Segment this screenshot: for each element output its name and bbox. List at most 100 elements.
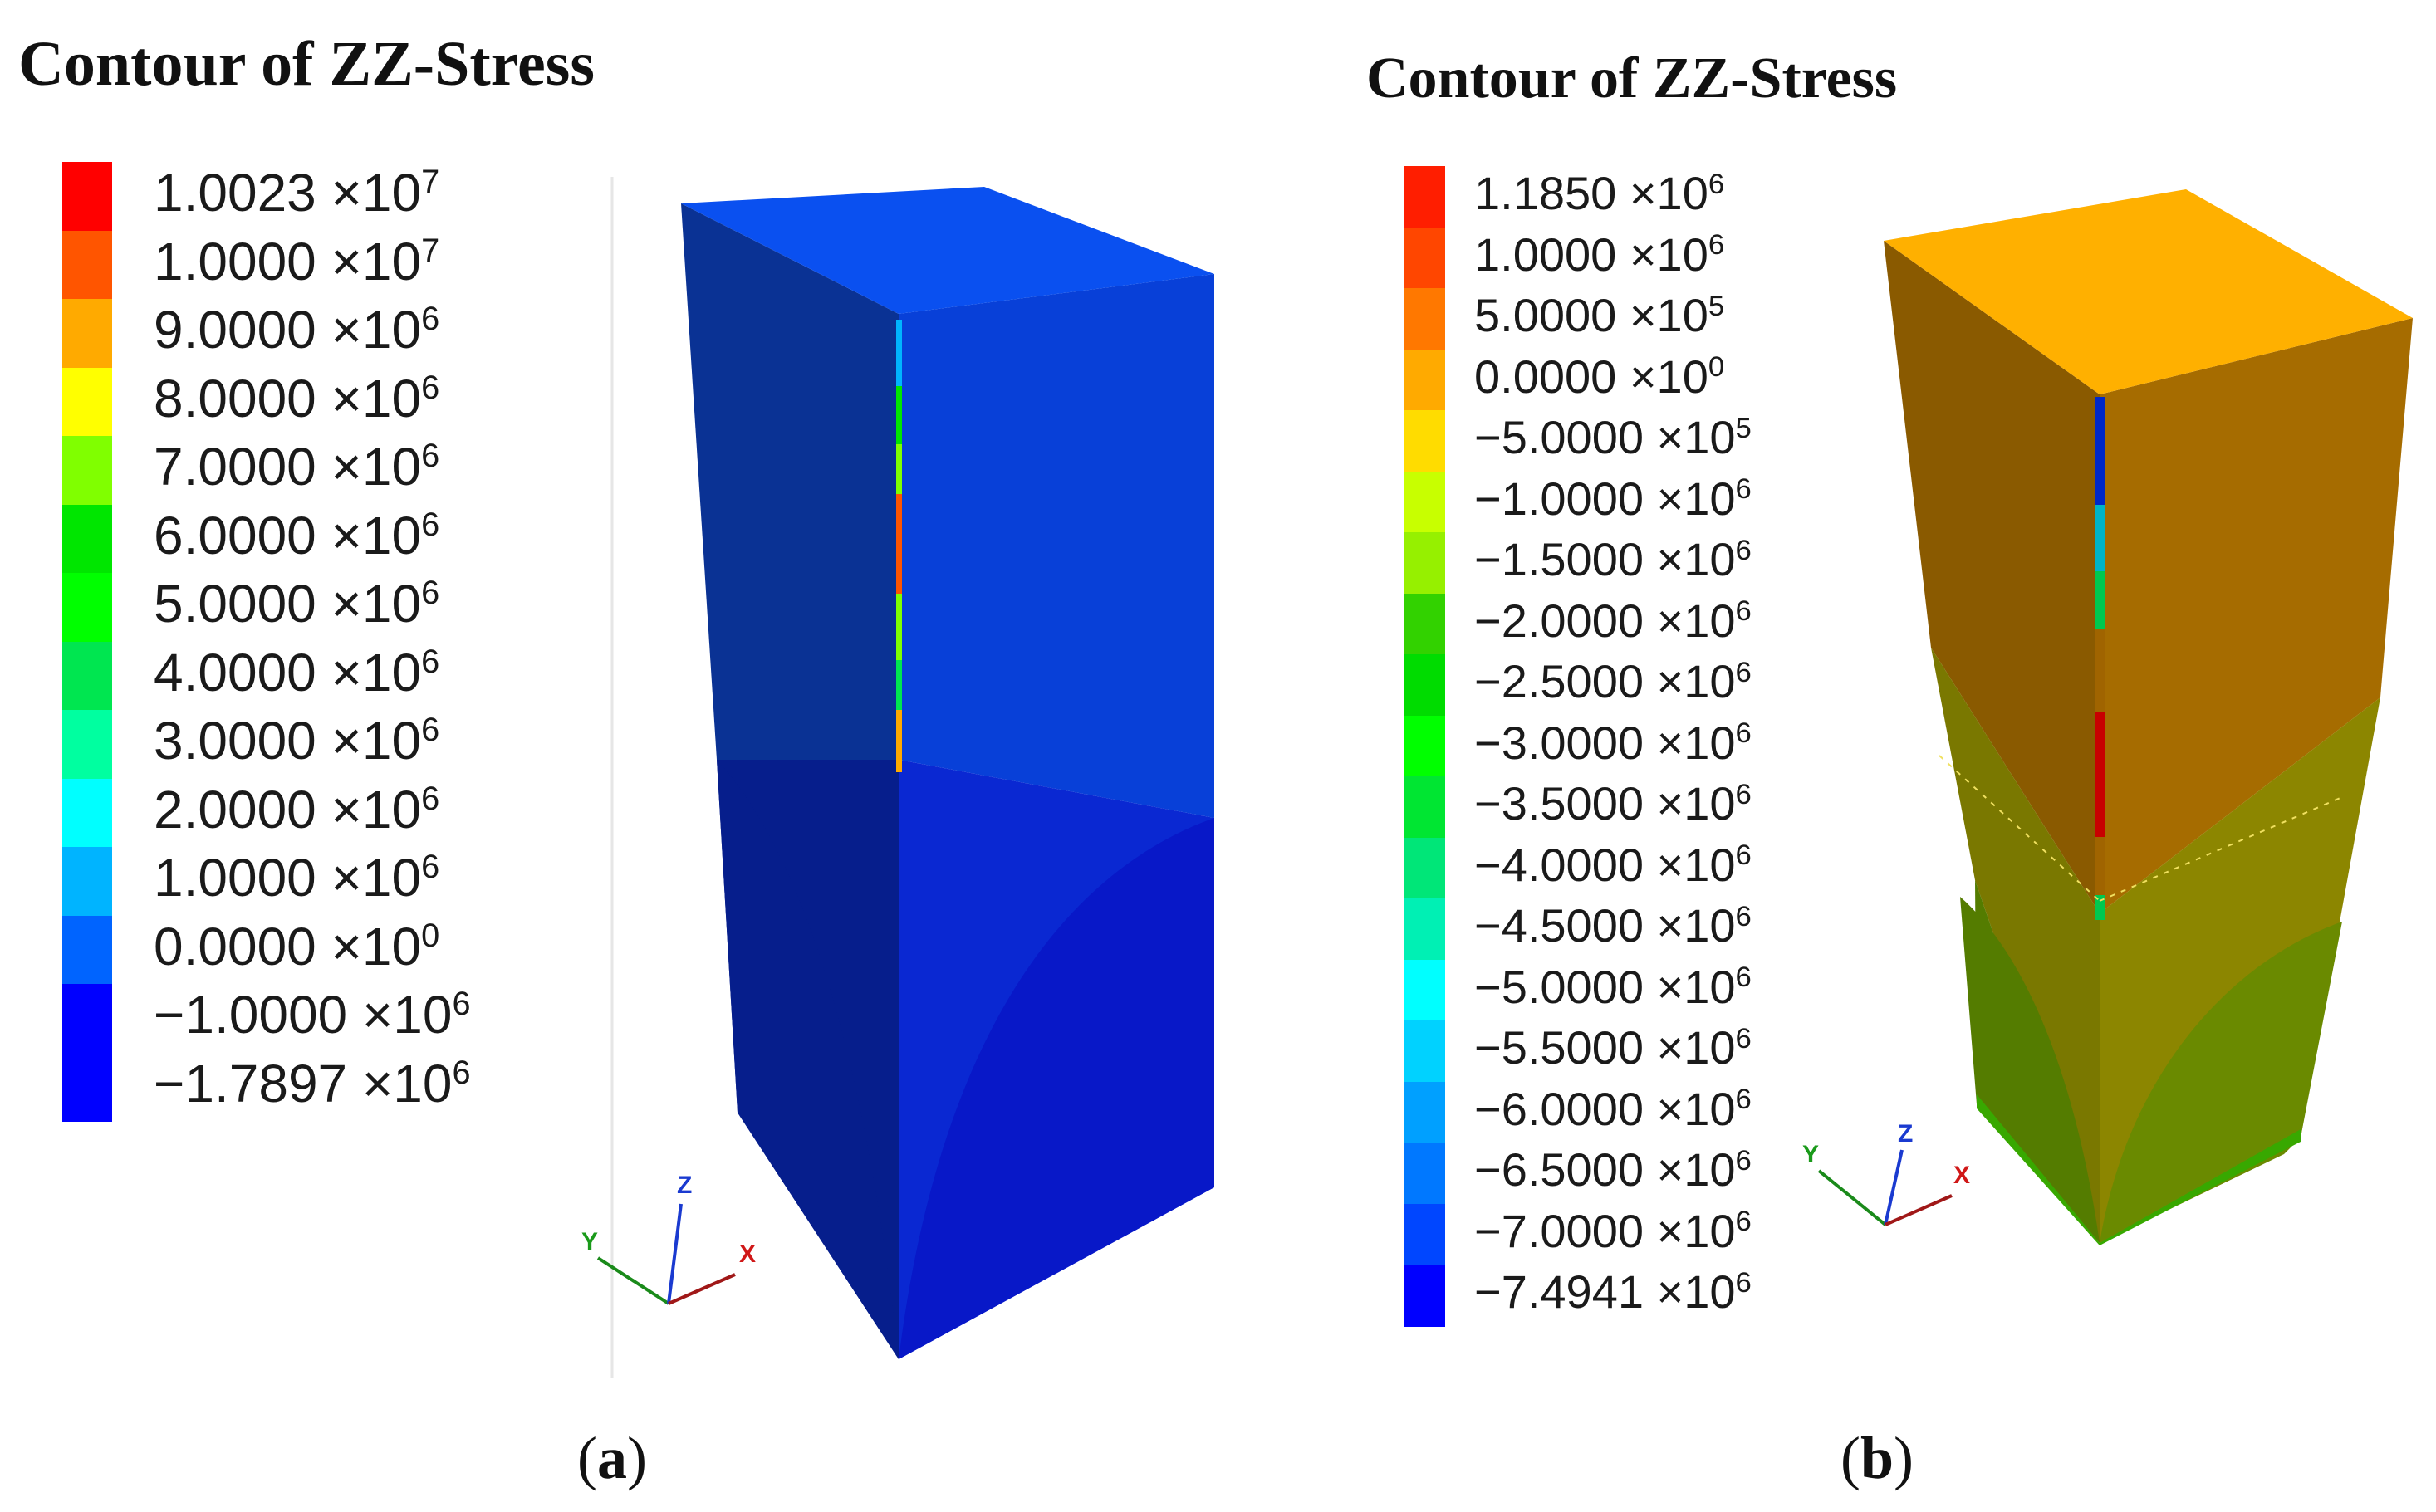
tick-exponent: 6 — [452, 986, 471, 1023]
tick-base: 10 — [361, 505, 422, 565]
tick-exponent: 0 — [1708, 351, 1725, 384]
colorbar-tick-label: 0.0000 ×100 — [154, 917, 440, 973]
times-sign: × — [1643, 1204, 1684, 1257]
colorbar-tick-label: −3.0000 ×106 — [1474, 719, 1752, 766]
colorbar-tick-label: −4.5000 ×106 — [1474, 903, 1752, 949]
colorbar-tick-label: −1.0000 ×106 — [154, 986, 471, 1041]
z-axis-label: Z — [677, 1172, 692, 1199]
colorbar-swatch — [62, 573, 112, 643]
tick-base: 10 — [1656, 350, 1708, 403]
colorbar-swatch — [1404, 288, 1445, 350]
tick-mantissa: 4.0000 — [154, 642, 316, 702]
times-sign: × — [1643, 1021, 1684, 1074]
times-sign: × — [316, 848, 362, 908]
panel-a-left-face-stress-zone — [717, 760, 899, 1359]
tick-exponent: 6 — [1735, 900, 1752, 932]
tick-exponent: 6 — [421, 575, 440, 612]
tick-exponent: 0 — [421, 917, 440, 954]
colorbar-tick-label: 2.0000 ×106 — [154, 779, 439, 839]
panel-b-left-face-green-zone — [1960, 897, 2100, 1243]
panel-b-bottom-edge — [1977, 1094, 2301, 1245]
colorbar-swatch — [62, 367, 112, 437]
times-sign: × — [1643, 838, 1684, 891]
colorbar-swatch — [1404, 410, 1445, 472]
colorbar-tick-label: 1.0000 ×107 — [154, 234, 439, 288]
colorbar-tick-label: −4.0000 ×106 — [1474, 838, 1752, 891]
tick-mantissa: 0.0000 — [1474, 350, 1617, 403]
colorbar-tick-label: −6.0000 ×106 — [1474, 1082, 1752, 1135]
times-sign: × — [1643, 777, 1684, 829]
x-axis-line — [1885, 1194, 1953, 1226]
tick-base: 10 — [1684, 838, 1736, 891]
tick-mantissa: 3.0000 — [154, 711, 316, 771]
colorbar-tick-label: 0.0000 ×100 — [1474, 351, 1725, 400]
y-axis-line — [1817, 1169, 1887, 1226]
panel-a-crack-strip — [896, 320, 902, 772]
tick-base: 10 — [361, 642, 422, 702]
tick-base: 10 — [1684, 960, 1736, 1013]
tick-base: 10 — [1656, 167, 1708, 219]
tick-base: 10 — [1684, 411, 1736, 463]
tick-mantissa: −1.0000 — [1474, 472, 1644, 525]
colorbar-tick-label: −6.5000 ×106 — [1474, 1147, 1752, 1193]
times-sign: × — [316, 711, 362, 771]
colorbar-swatch — [1404, 227, 1445, 289]
tick-base: 10 — [1684, 533, 1736, 585]
times-sign: × — [1643, 594, 1684, 647]
tick-mantissa: −1.7897 — [154, 1053, 348, 1113]
tick-exponent: 6 — [1735, 595, 1752, 628]
tick-base: 10 — [361, 711, 422, 771]
tick-exponent: 5 — [1708, 290, 1725, 322]
x-axis-label: X — [1953, 1162, 1970, 1189]
z-axis-label: Z — [1898, 1120, 1913, 1147]
times-sign: × — [1616, 350, 1657, 403]
times-sign: × — [316, 574, 362, 634]
times-sign: × — [1643, 472, 1684, 525]
crack-blue-segment — [2095, 397, 2105, 505]
tick-base: 10 — [1684, 1204, 1736, 1257]
tick-exponent: 6 — [421, 506, 440, 543]
tick-mantissa: 2.0000 — [154, 779, 316, 839]
tick-base: 10 — [1684, 1082, 1736, 1135]
z-axis-line — [1884, 1149, 1904, 1226]
panel-b-top-face — [1884, 189, 2413, 394]
colorbar-tick-label: −3.5000 ×106 — [1474, 780, 1752, 827]
tick-exponent: 6 — [421, 438, 440, 475]
colorbar-swatch — [1404, 471, 1445, 533]
tick-mantissa: −4.0000 — [1474, 838, 1644, 891]
times-sign: × — [316, 642, 362, 702]
colorbar-tick-label: 4.0000 ×106 — [154, 642, 439, 702]
y-axis-line — [596, 1256, 670, 1305]
panel-a-title: Contour of ZZ-Stress — [18, 29, 595, 99]
panel-a-top-face — [681, 187, 1214, 314]
colorbar-swatch — [1404, 1143, 1445, 1205]
tick-exponent: 6 — [421, 301, 440, 338]
colorbar-tick-label: −7.4941 ×106 — [1474, 1269, 1752, 1315]
colorbar-tick-label: 1.1850 ×106 — [1474, 170, 1724, 217]
tick-mantissa: −2.0000 — [1474, 594, 1644, 647]
tick-exponent: 6 — [1708, 229, 1725, 262]
times-sign: × — [316, 368, 362, 428]
colorbar-tick-label: 1.0000 ×106 — [154, 850, 439, 904]
tick-exponent: 6 — [1735, 778, 1752, 810]
tick-mantissa: 6.0000 — [154, 505, 316, 565]
panel-a-caption: (a) — [577, 1425, 647, 1491]
colorbar-tick-label: −5.5000 ×106 — [1474, 1025, 1752, 1071]
tick-base: 10 — [361, 437, 422, 497]
tick-mantissa: −1.5000 — [1474, 533, 1644, 585]
tick-base: 10 — [393, 1053, 453, 1113]
colorbar-tick-label: 9.0000 ×106 — [154, 301, 440, 356]
colorbar-tick-label: −2.5000 ×106 — [1474, 658, 1752, 705]
tick-mantissa: 1.0023 — [154, 163, 316, 223]
times-sign: × — [316, 505, 362, 565]
tick-mantissa: −5.5000 — [1474, 1021, 1644, 1074]
tick-mantissa: 1.1850 — [1474, 167, 1617, 219]
colorbar-swatch — [1404, 166, 1445, 228]
tick-exponent: 6 — [1735, 1084, 1752, 1116]
tick-exponent: 6 — [1735, 1206, 1752, 1238]
times-sign: × — [316, 300, 362, 360]
tick-exponent: 6 — [1708, 168, 1725, 200]
tick-exponent: 6 — [1735, 534, 1752, 566]
times-sign: × — [1643, 1143, 1684, 1196]
